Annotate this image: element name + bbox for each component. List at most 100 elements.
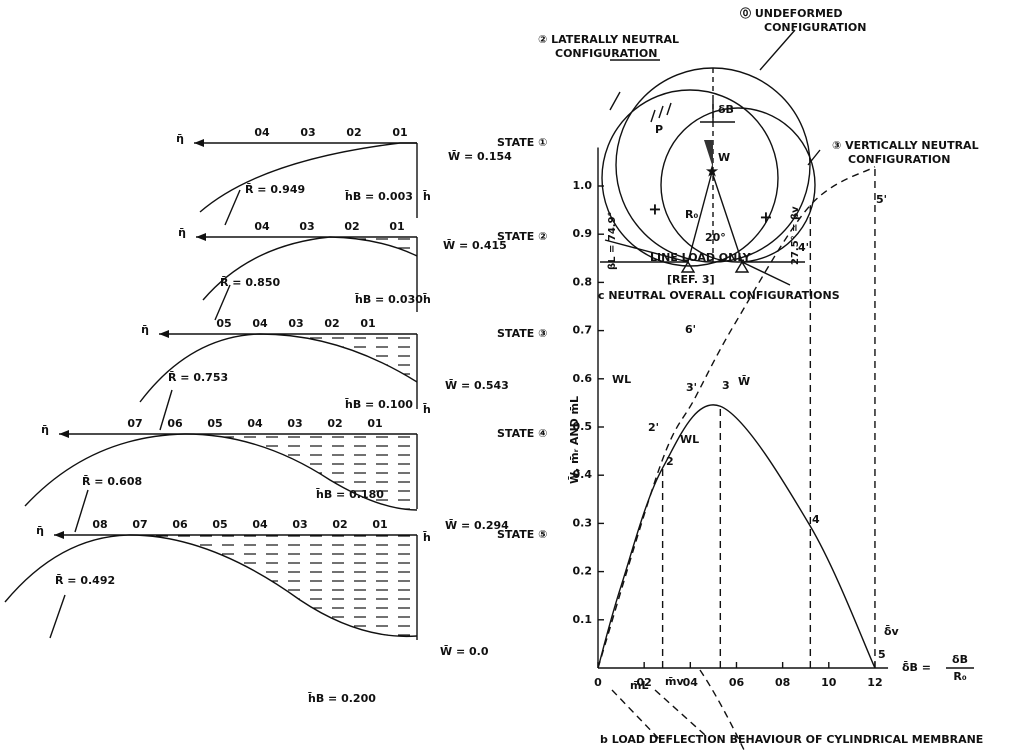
label: P xyxy=(655,123,663,136)
arrow-head xyxy=(54,531,64,539)
eta-tick: 04 xyxy=(247,417,263,430)
annotation: m̄v xyxy=(665,675,684,688)
x-axis-label: R₀ xyxy=(953,670,966,683)
x-tick-label: 02 xyxy=(637,676,652,689)
series-line xyxy=(597,404,876,669)
tangent-line xyxy=(741,261,791,286)
states: η̄ 04 03 02 01 STATE ①W̄ = 0.154 R̄ = 0.949 h̄B… xyxy=(4,126,547,705)
hb-value: h̄B = 0.180 xyxy=(316,488,385,501)
y-tick-label: 0.2 xyxy=(573,565,593,578)
r-value: R̄ = 0.949 xyxy=(245,183,305,196)
eta-tick: 01 xyxy=(367,417,382,430)
eta-tick: 03 xyxy=(300,126,315,139)
radius-line xyxy=(687,171,713,263)
load-hatch xyxy=(704,140,713,168)
eta-tick: 02 xyxy=(327,417,342,430)
eta-tick: 02 xyxy=(332,518,347,531)
label: ③ VERTICALLY NEUTRAL xyxy=(832,139,979,152)
tangent-line xyxy=(604,239,689,263)
configuration-sketch: ★ + + ⓪ UNDEFORMED CONFIGURATION ② LATER… xyxy=(538,6,979,302)
annotation: 2 xyxy=(666,455,674,468)
supports xyxy=(680,260,750,273)
radius-line xyxy=(711,171,743,263)
label: W xyxy=(718,151,730,164)
vertical-circle xyxy=(660,107,816,263)
x-tick-label: 0 xyxy=(594,676,602,689)
x-tick-label: 08 xyxy=(775,676,790,689)
hb-value: h̄B = 0.100 xyxy=(345,398,414,411)
eta-tick: 07 xyxy=(132,518,147,531)
y-tick-label: 0.8 xyxy=(573,275,593,288)
state-label: STATE ⑤ xyxy=(497,528,547,541)
y-tick-label: 0.3 xyxy=(573,516,593,529)
y-tick-label: 0.6 xyxy=(573,372,593,385)
annotation: 2' xyxy=(648,421,659,434)
membrane xyxy=(4,534,418,638)
w-value: W̄ = 0.154 xyxy=(448,150,512,163)
m-line xyxy=(699,669,746,753)
eta-tick: 06 xyxy=(167,417,183,430)
label: CONFIGURATION xyxy=(555,47,657,60)
x-tick-label: 06 xyxy=(729,676,745,689)
r-value: R̄ = 0.850 xyxy=(220,276,280,289)
label: CONFIGURATION xyxy=(848,153,950,166)
delta-mark xyxy=(700,100,735,123)
h-label: h̄ xyxy=(423,403,431,416)
water xyxy=(130,535,417,637)
y-tick-label: 0.9 xyxy=(573,227,593,240)
label: ⓪ UNDEFORMED xyxy=(740,6,843,20)
centre-star: ★ xyxy=(705,162,719,181)
w-value: W̄ = 0.294 xyxy=(445,519,509,532)
arrow-head xyxy=(59,430,69,438)
chart-title: b LOAD DEFLECTION BEHAVIOUR OF CYLINDRIC… xyxy=(600,733,983,746)
eta-tick: 03 xyxy=(287,417,302,430)
annotation: m̄L xyxy=(630,679,648,692)
radial-arrow xyxy=(49,594,66,639)
eta-tick: 01 xyxy=(360,317,375,330)
arrow-head xyxy=(194,139,204,147)
annotation: δ̄v xyxy=(884,625,900,638)
eta-label: η̄ xyxy=(178,226,186,239)
eta-tick: 03 xyxy=(299,220,314,233)
annotation: 4 xyxy=(812,513,820,526)
eta-label: η̄ xyxy=(41,423,49,436)
annotation: WL xyxy=(680,433,699,446)
eta-tick: 04 xyxy=(254,220,270,233)
caption: c NEUTRAL OVERALL CONFIGURATIONS xyxy=(598,289,840,302)
r-value: R̄ = 0.608 xyxy=(82,475,142,488)
h-label: h̄ xyxy=(423,293,431,306)
arrow-head xyxy=(196,233,206,241)
eta-tick: 04 xyxy=(254,126,270,139)
annotation: WL xyxy=(612,373,631,386)
eta-tick: 05 xyxy=(212,518,227,531)
membrane xyxy=(202,236,418,301)
label: CONFIGURATION xyxy=(764,21,866,34)
state-label: STATE ② xyxy=(497,230,547,243)
eta-label: η̄ xyxy=(141,323,149,336)
eta-tick: 07 xyxy=(127,417,142,430)
h-label: h̄ xyxy=(423,531,431,544)
y-tick-label: 0.7 xyxy=(573,324,593,337)
centre-cross: + xyxy=(648,200,661,219)
eta-label: η̄ xyxy=(176,132,184,145)
x-tick-label: 10 xyxy=(821,676,837,689)
state-label: STATE ④ xyxy=(497,427,547,440)
radial-arrow xyxy=(224,189,241,226)
water xyxy=(330,237,417,256)
x-axis-label: δB xyxy=(952,653,968,666)
eta-tick: 01 xyxy=(392,126,407,139)
y-tick-label: 0.4 xyxy=(573,468,593,481)
label: ② LATERALLY NEUTRAL xyxy=(538,33,679,46)
eta-tick: 04 xyxy=(252,317,268,330)
membrane xyxy=(199,142,417,213)
eta-tick: 04 xyxy=(252,518,268,531)
hb-value: h̄B = 0.200 xyxy=(308,692,377,705)
label: δB xyxy=(718,103,734,116)
hb-value: h̄B = 0.003 xyxy=(345,190,413,203)
r-value: R̄ = 0.492 xyxy=(55,574,115,587)
label: R₀ xyxy=(685,208,698,221)
radial-arrow xyxy=(214,284,231,321)
eta-tick: 08 xyxy=(92,518,107,531)
leaders xyxy=(609,29,821,166)
